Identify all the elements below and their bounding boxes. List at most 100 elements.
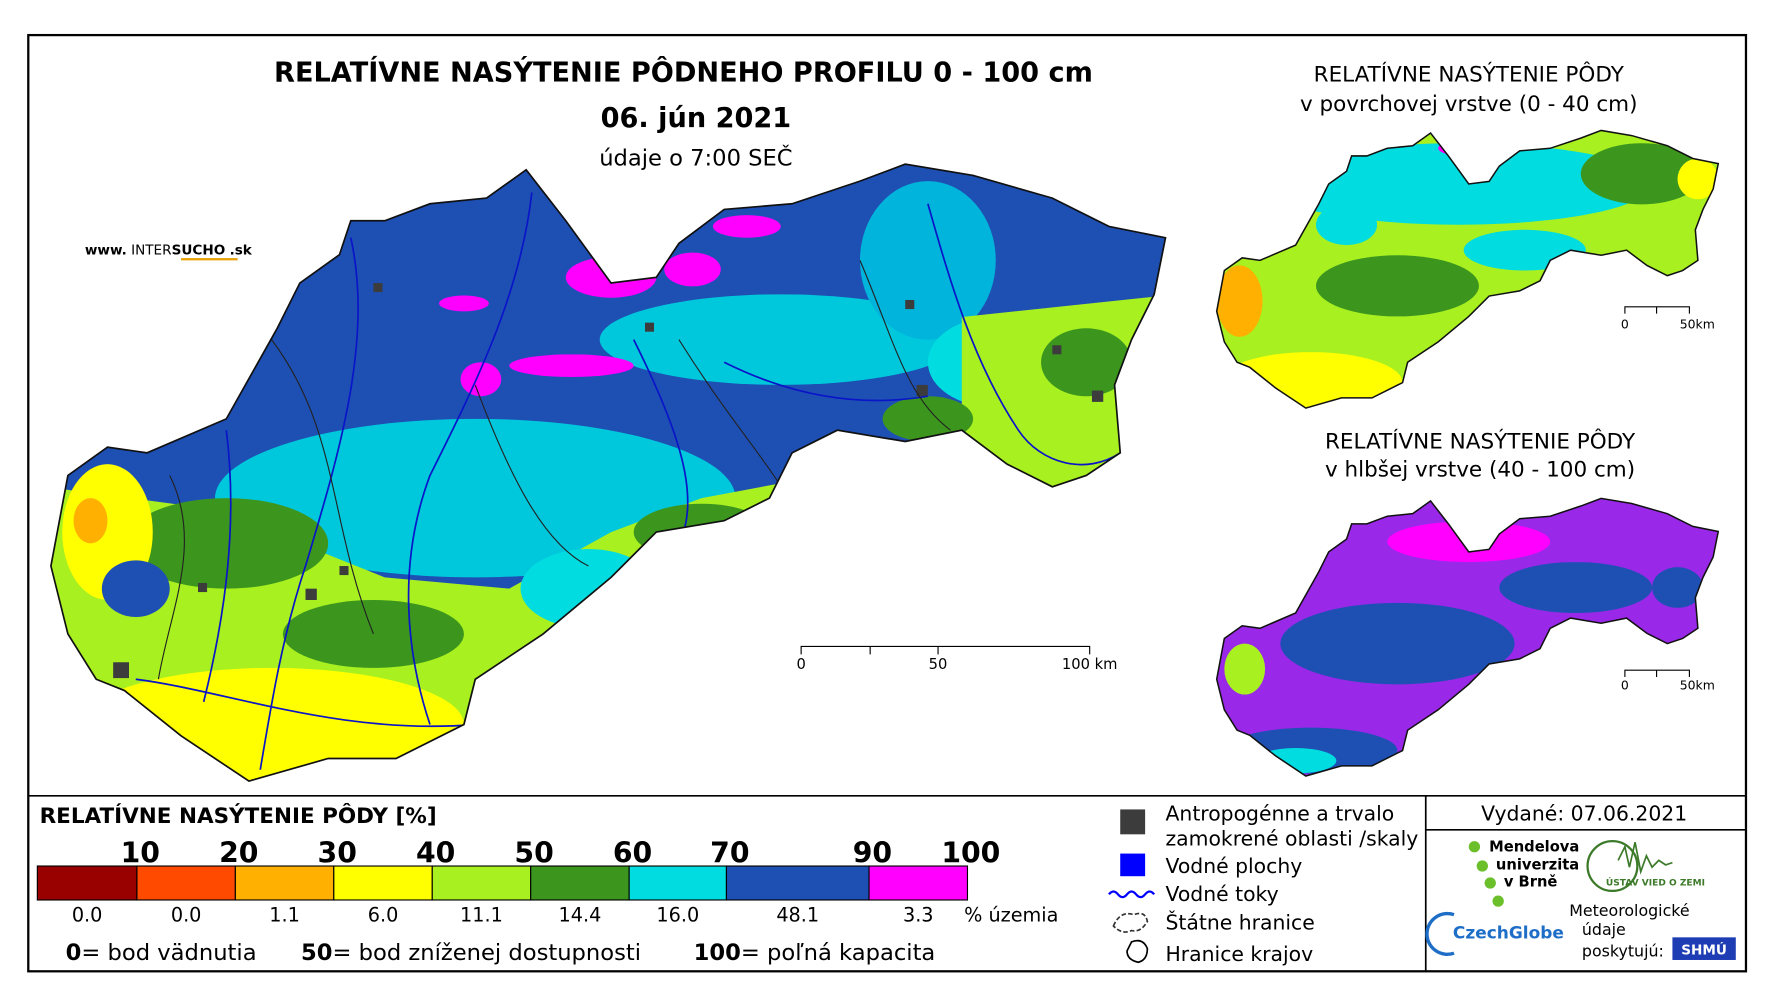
inset-surface-part-part [1580, 143, 1703, 205]
logo-dots [1468, 841, 1504, 907]
inset-scale [1624, 669, 1690, 677]
note-key: 100 [694, 940, 741, 966]
symbol-label: Antropogénne a trvalo [1165, 802, 1394, 826]
legend-swatch [530, 865, 630, 901]
main-map-part-part [632, 339, 689, 544]
legend-note: 0= bod vädnutia [66, 940, 257, 966]
legend-boundary: 90 [853, 837, 892, 870]
issued: Vydané: 07.06.2021 [1481, 802, 1687, 826]
inset-deep-part-part [1652, 567, 1703, 608]
scale-label: 0 [796, 656, 805, 673]
main-map-part [135, 192, 1121, 770]
note-text: = bod zníženej dostupnosti [332, 940, 641, 966]
legend-share: 48.1 [776, 903, 819, 926]
legend-swatch [136, 865, 236, 901]
main-map-part-part [305, 588, 317, 600]
logo-mendel: univerzita [1496, 856, 1579, 873]
logo-mendel: v Brně [1504, 873, 1558, 890]
legend-title: RELATÍVNE NASÝTENIE PÔDY [%] [40, 803, 437, 829]
shmu-note: poskytujú: [1582, 942, 1664, 961]
legend-swatch [868, 865, 969, 901]
legend-share: 6.0 [368, 903, 399, 926]
scale-label: 50 [929, 656, 948, 673]
main-map-part [439, 295, 489, 312]
inset-surface-part-part [1315, 204, 1378, 246]
legend-note: 50= bod zníženej dostupnosti [301, 940, 641, 966]
website: www. INTERSUCHO .sk [85, 243, 253, 259]
symbol-icons-part [1126, 939, 1149, 964]
legend-swatch [234, 865, 335, 901]
scale-label: 0 [1621, 677, 1629, 692]
legend-share: 14.4 [559, 903, 602, 926]
website-suffix: .sk [230, 243, 253, 259]
symbol-label: Hranice krajov [1165, 942, 1313, 966]
legend-share: 11.1 [460, 903, 503, 926]
symbol-icons-part [1120, 809, 1146, 835]
legend-share: 1.1 [269, 903, 300, 926]
legend-swatch [725, 865, 870, 901]
main-map-part-part [113, 662, 129, 679]
inset-surface-part-part [1315, 255, 1479, 317]
note-key: 0 [66, 940, 82, 966]
legend-boundary: 30 [318, 837, 357, 870]
main-map-part [859, 181, 996, 340]
main-map-part-part [407, 192, 533, 725]
symbol-icons-part [1108, 890, 1156, 899]
logo-uvz-wave [1617, 842, 1673, 875]
main-map-part [599, 294, 962, 385]
date: 06. jún 2021 [601, 103, 792, 134]
inset-subtitle: v povrchovej vrstve (0 - 40 cm) [1300, 92, 1638, 117]
logo-dots-part [1468, 841, 1481, 853]
legend-swatch [431, 865, 532, 901]
logo-dots-part [1492, 895, 1504, 907]
symbol-label: Vodné toky [1165, 882, 1278, 906]
website-sucho: SUCHO [172, 243, 226, 259]
main-map-part [712, 215, 781, 238]
inset-deep-part-part [1224, 643, 1266, 695]
logo-dots-part [1484, 877, 1496, 889]
inset-deep-part-part [1499, 562, 1653, 614]
inset-subtitle: v hlbšej vrstve (40 - 100 cm) [1325, 458, 1635, 483]
legend-boundary: 40 [416, 837, 455, 870]
main-scale [800, 645, 1091, 655]
symbol-icons [1108, 809, 1156, 964]
scale-label: 50km [1680, 677, 1715, 692]
main-map-part [124, 498, 329, 589]
main-map-part [73, 498, 108, 544]
symbol-label: zamokrené oblasti /skaly [1165, 827, 1418, 851]
main-map-part-part [271, 339, 374, 635]
title: RELATÍVNE NASÝTENIE PÔDNEHO PROFILU 0 - … [274, 57, 1093, 89]
note-text: = poľná kapacita [741, 940, 935, 966]
logo-czechglobe: CzechGlobe [1453, 923, 1564, 943]
main-map-part-part [1052, 345, 1062, 355]
main-map-part [113, 283, 1104, 679]
logo-uvz-ring [1586, 839, 1639, 893]
logo-mendel: Mendelova [1489, 838, 1579, 855]
main-map-part-part [135, 678, 476, 728]
time-note: údaje o 7:00 SEČ [599, 143, 792, 171]
legend-boundary: 70 [710, 837, 749, 870]
logo-dots-part [1476, 860, 1488, 872]
website-underline [181, 258, 238, 261]
main-map-part [1041, 328, 1132, 397]
main-map-part-part [905, 299, 915, 310]
symbol-label: Štátne hranice [1165, 909, 1314, 934]
inset-title: RELATÍVNE NASÝTENIE PÔDY [1325, 428, 1636, 454]
legend-boundary: 20 [219, 837, 258, 870]
main-map-part-part [723, 361, 929, 402]
legend-notes: 0= bod vädnutia 50= bod zníženej dostupno… [66, 940, 936, 966]
main-map-part-part [644, 322, 655, 332]
main-map-part-part [259, 237, 359, 770]
main-map-part-part [202, 430, 232, 703]
inset-title: RELATÍVNE NASÝTENIE PÔDY [1314, 62, 1625, 88]
main-map-part-part [859, 260, 951, 431]
symbol-label: Vodné plochy [1165, 854, 1302, 878]
legend-bar: 0.0 0.0 1.1 6.0 11.1 14.4 16.0 48.1 3.3 10 20 30 40 5… [36, 837, 1058, 926]
legend-boundary: 60 [613, 837, 652, 870]
website-inter: INTER [131, 243, 172, 259]
symbol-icons-part [1112, 912, 1149, 933]
legend-boundary: 100 [941, 837, 1000, 870]
main-map-part-part [157, 475, 185, 680]
